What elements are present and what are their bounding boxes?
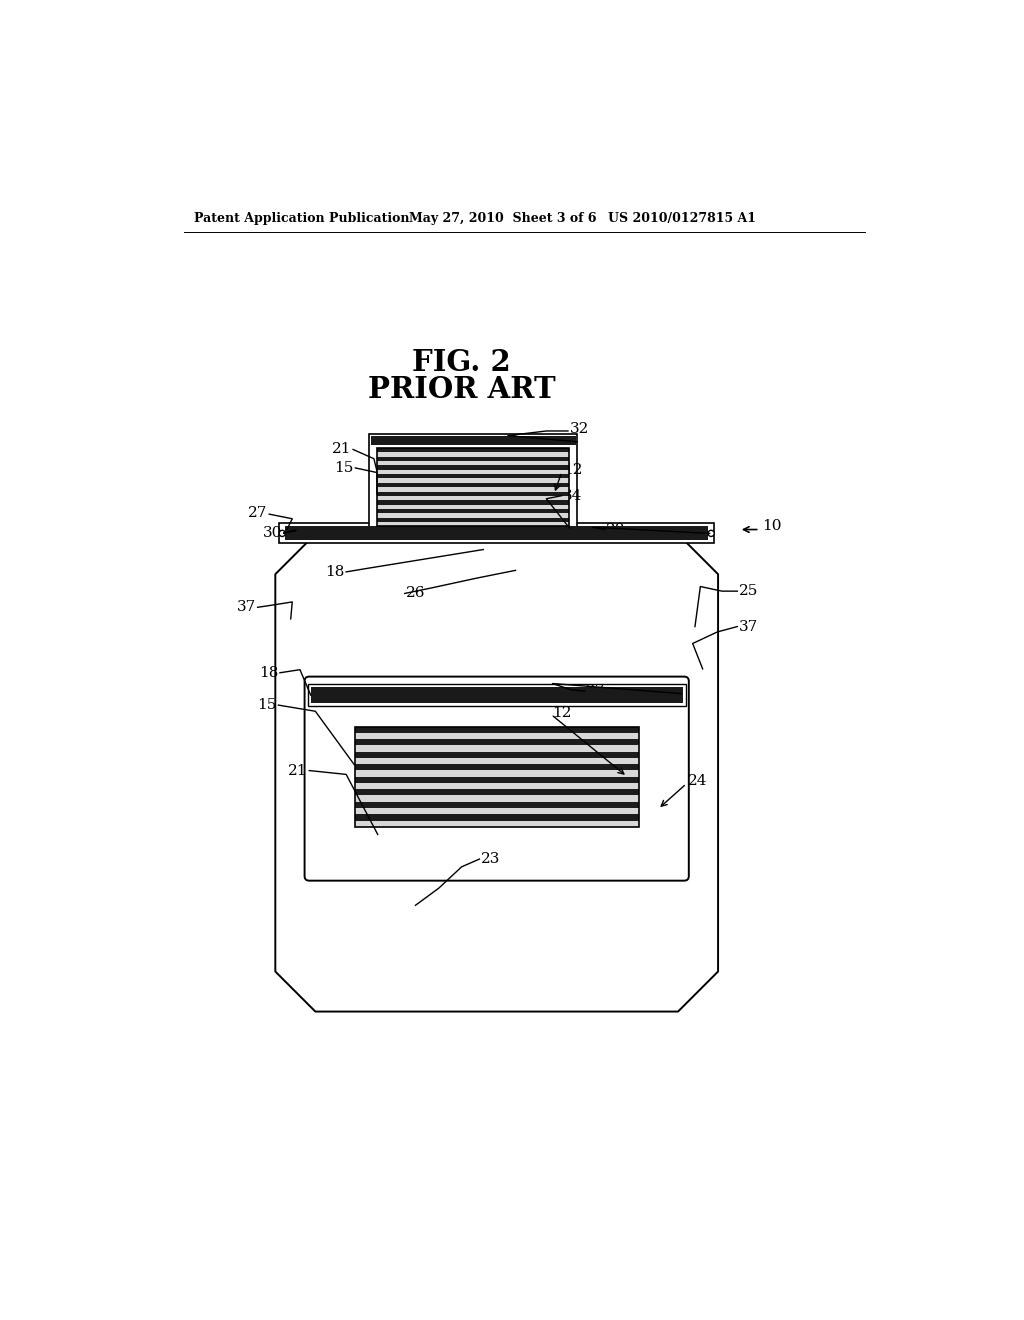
Bar [354, 808, 639, 814]
Bar [377, 478, 569, 483]
Bar [377, 474, 569, 478]
Text: PRIOR ART: PRIOR ART [368, 375, 555, 404]
Text: 15: 15 [257, 698, 276, 711]
Text: 18: 18 [326, 565, 345, 579]
Circle shape [708, 531, 714, 536]
Bar [354, 771, 639, 776]
Text: 25: 25 [739, 585, 758, 598]
Bar [354, 758, 639, 764]
Bar [377, 513, 569, 517]
Bar [354, 764, 639, 771]
Bar [354, 783, 639, 789]
Bar [354, 796, 639, 801]
Bar [377, 487, 569, 491]
Bar [377, 470, 569, 474]
FancyBboxPatch shape [304, 677, 689, 880]
Bar [480, 524, 512, 535]
Bar [354, 801, 639, 808]
Text: May 27, 2010  Sheet 3 of 6: May 27, 2010 Sheet 3 of 6 [410, 213, 597, 224]
Bar [354, 776, 639, 783]
Bar [286, 527, 708, 540]
Bar [377, 496, 569, 500]
Text: 10: 10 [762, 520, 781, 533]
Bar [377, 500, 569, 504]
Bar [377, 461, 569, 466]
Text: 21: 21 [332, 442, 351, 457]
Bar [354, 746, 639, 751]
Bar [354, 814, 639, 821]
Text: 23: 23 [481, 853, 501, 866]
Text: 18: 18 [259, 665, 279, 680]
Bar [354, 726, 639, 826]
Bar [280, 524, 714, 544]
Text: 30: 30 [263, 525, 283, 540]
Bar [354, 751, 639, 758]
Bar [377, 457, 569, 461]
Text: 28: 28 [606, 523, 626, 536]
Bar [377, 523, 569, 527]
Bar [354, 733, 639, 739]
Text: 27: 27 [587, 684, 606, 698]
Bar [377, 447, 569, 527]
Text: 12: 12 [563, 463, 583, 478]
Text: US 2010/0127815 A1: US 2010/0127815 A1 [608, 213, 756, 224]
Text: 12: 12 [553, 706, 572, 719]
Text: 37: 37 [739, 619, 758, 634]
Bar [371, 436, 575, 445]
Text: 24: 24 [688, 774, 708, 788]
Bar [377, 517, 569, 523]
Text: Patent Application Publication: Patent Application Publication [194, 213, 410, 224]
Text: 32: 32 [569, 422, 589, 437]
Text: FIG. 2: FIG. 2 [413, 348, 511, 378]
Bar [307, 684, 686, 706]
Bar [310, 688, 683, 702]
Bar [354, 789, 639, 796]
Bar [377, 466, 569, 470]
Text: 37: 37 [237, 601, 256, 614]
Text: 21: 21 [288, 763, 307, 777]
Bar [377, 510, 569, 513]
Text: 34: 34 [563, 488, 583, 503]
Bar [354, 726, 639, 733]
Bar [354, 739, 639, 746]
Circle shape [280, 531, 286, 536]
Text: 26: 26 [407, 586, 426, 601]
Bar [377, 447, 569, 453]
Bar [370, 434, 578, 535]
Bar [377, 491, 569, 496]
Text: 27: 27 [248, 506, 267, 520]
Bar [377, 453, 569, 457]
Text: 15: 15 [335, 461, 354, 475]
Bar [377, 504, 569, 510]
Bar [377, 483, 569, 487]
Bar [354, 821, 639, 826]
